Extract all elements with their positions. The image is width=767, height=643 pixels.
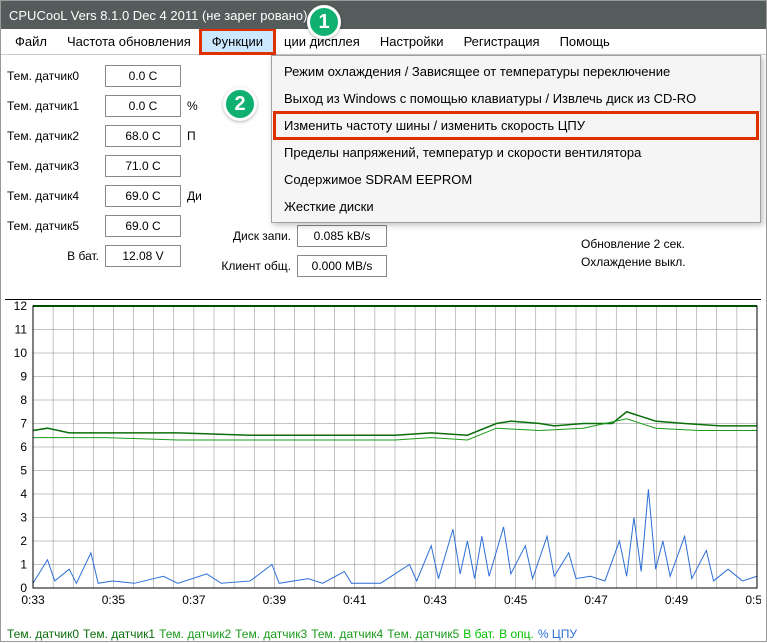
legend-% ЦПУ: % ЦПУ xyxy=(538,627,577,641)
sensor-label-1: Тем. датчик1 xyxy=(7,99,99,113)
status-text: Обновление 2 сек. Охлаждение выкл. xyxy=(581,235,686,271)
svg-text:0:37: 0:37 xyxy=(182,593,206,606)
sensor-value-1: 0.0 C xyxy=(105,95,181,117)
sensor-label-3: Тем. датчик3 xyxy=(7,159,99,173)
sensor-label-0: Тем. датчик0 xyxy=(7,69,99,83)
legend-Тем. датчик3: Тем. датчик3 xyxy=(235,627,307,641)
svg-text:1: 1 xyxy=(20,558,27,572)
svg-text:0:39: 0:39 xyxy=(263,593,287,606)
menu-Файл[interactable]: Файл xyxy=(5,31,57,52)
sensor-value-0: 0.0 C xyxy=(105,65,181,87)
svg-text:0:45: 0:45 xyxy=(504,593,528,606)
sensor-label-4: Тем. датчик4 xyxy=(7,189,99,203)
dropdown-item-1[interactable]: Выход из Windows с помощью клавиатуры / … xyxy=(274,85,758,112)
legend-В опц.: В опц. xyxy=(499,627,534,641)
sensor-mid-4: Ди xyxy=(187,189,213,203)
svg-text:12: 12 xyxy=(14,300,28,313)
sensor-value-5: 69.0 C xyxy=(105,215,181,237)
dropdown-item-0[interactable]: Режим охлаждения / Зависящее от температ… xyxy=(274,58,758,85)
dropdown-item-5[interactable]: Жесткие диски xyxy=(274,193,758,220)
dropdown-item-2[interactable]: Изменить частоту шины / изменить скорост… xyxy=(274,112,758,139)
svg-text:8: 8 xyxy=(20,393,27,407)
functions-dropdown: Режим охлаждения / Зависящее от температ… xyxy=(271,55,761,223)
svg-text:0:47: 0:47 xyxy=(584,593,608,606)
sensor-panel: Тем. датчик0 0.0 C Тем. датчик1 0.0 C% Тем. … xyxy=(1,55,766,299)
svg-text:0:49: 0:49 xyxy=(665,593,689,606)
svg-text:0:35: 0:35 xyxy=(102,593,126,606)
disk-write-value: 0.085 kB/s xyxy=(297,225,387,247)
legend-Тем. датчик2: Тем. датчик2 xyxy=(159,627,231,641)
disk-info: Диск запи. 0.085 kB/s Клиент общ. 0.000 … xyxy=(201,221,387,281)
legend-Тем. датчик4: Тем. датчик4 xyxy=(311,627,383,641)
svg-text:7: 7 xyxy=(20,417,27,431)
menubar: ФайлЧастота обновленияФункцииции дисплея… xyxy=(1,29,766,55)
svg-text:6: 6 xyxy=(20,440,27,454)
svg-text:10: 10 xyxy=(14,346,28,360)
chart: 12111098765432100:330:350:370:390:410:43… xyxy=(5,300,761,606)
menu-Регистрация[interactable]: Регистрация xyxy=(454,31,550,52)
menu-Частота обновления[interactable]: Частота обновления xyxy=(57,31,201,52)
update-interval: Обновление 2 сек. xyxy=(581,235,686,253)
svg-text:2: 2 xyxy=(20,534,27,548)
sensor-mid-1: % xyxy=(187,99,213,113)
step-badge-2: 2 xyxy=(223,87,257,121)
svg-text:0:41: 0:41 xyxy=(343,593,367,606)
titlebar: CPUCooL Vers 8.1.0 Dec 4 2011 (не зарег … xyxy=(1,1,766,29)
menu-Помощь[interactable]: Помощь xyxy=(550,31,620,52)
sensor-label-2: Тем. датчик2 xyxy=(7,129,99,143)
svg-text:11: 11 xyxy=(15,323,28,337)
svg-text:0:51: 0:51 xyxy=(745,593,761,606)
sensor-mid-2: П xyxy=(187,129,213,143)
chart-area: 12111098765432100:330:350:370:390:410:43… xyxy=(5,299,761,625)
legend-Тем. датчик0: Тем. датчик0 xyxy=(7,627,79,641)
dropdown-item-4[interactable]: Содержимое SDRAM EEPROM xyxy=(274,166,758,193)
sensor-label-5: Тем. датчик5 xyxy=(7,219,99,233)
client-total-value: 0.000 MB/s xyxy=(297,255,387,277)
client-total-label: Клиент общ. xyxy=(201,259,291,273)
svg-text:0:43: 0:43 xyxy=(424,593,448,606)
disk-write-label: Диск запи. xyxy=(201,229,291,243)
legend: Тем. датчик0 Тем. датчик1 Тем. датчик2 Тем.… xyxy=(1,625,766,643)
menu-Настройки[interactable]: Настройки xyxy=(370,31,454,52)
sensor-label-6: В бат. xyxy=(7,249,99,263)
legend-В бат.: В бат. xyxy=(463,627,495,641)
svg-text:5: 5 xyxy=(20,464,27,478)
svg-text:9: 9 xyxy=(20,370,27,384)
svg-text:4: 4 xyxy=(20,487,27,501)
dropdown-item-3[interactable]: Пределы напряжений, температур и скорост… xyxy=(274,139,758,166)
sensor-value-3: 71.0 C xyxy=(105,155,181,177)
step-badge-1: 1 xyxy=(307,5,341,39)
cooling-state: Охлаждение выкл. xyxy=(581,253,686,271)
svg-text:3: 3 xyxy=(20,511,27,525)
legend-Тем. датчик1: Тем. датчик1 xyxy=(83,627,155,641)
sensor-value-2: 68.0 C xyxy=(105,125,181,147)
svg-text:0:33: 0:33 xyxy=(21,593,45,606)
window-title: CPUCooL Vers 8.1.0 Dec 4 2011 (не зарег … xyxy=(9,8,308,23)
legend-Тем. датчик5: Тем. датчик5 xyxy=(387,627,459,641)
sensor-value-4: 69.0 C xyxy=(105,185,181,207)
sensor-value-6: 12.08 V xyxy=(105,245,181,267)
menu-Функции[interactable]: Функции xyxy=(201,30,274,53)
